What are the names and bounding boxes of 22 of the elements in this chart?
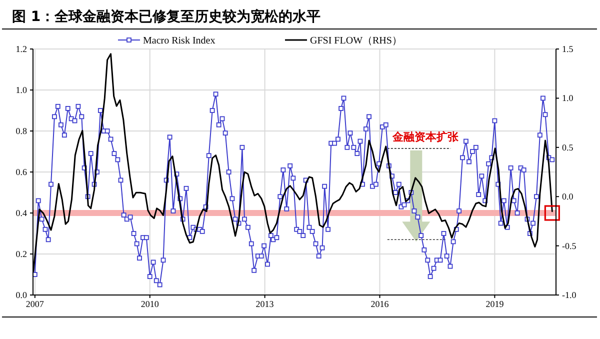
y-tick-label: 0.6 <box>16 167 28 177</box>
annotation: 金融资本扩张 <box>392 130 460 144</box>
y-tick-label: 0.0 <box>16 290 28 300</box>
y-tick-label: 0.4 <box>16 208 28 218</box>
y-tick-label: 0.2 <box>16 249 27 259</box>
x-tick-label: 2019 <box>486 299 504 309</box>
legend-label: Macro Risk Index <box>143 36 216 46</box>
y2-tick-label: 1.5 <box>562 44 574 54</box>
x-tick-label: 2007 <box>26 299 44 309</box>
legend-label: GFSI FLOW（RHS） <box>310 36 402 46</box>
y-tick-label: 1.2 <box>16 44 27 54</box>
chart-title: 图 1：全球金融资本已修复至历史较为宽松的水平 <box>12 8 321 25</box>
y2-tick-label: -1.0 <box>562 290 577 300</box>
y2-tick-label: 1.0 <box>562 93 574 104</box>
y2-tick-label: 0.5 <box>562 142 574 152</box>
x-tick-label: 2010 <box>140 299 160 309</box>
x-tick-label: 2013 <box>256 299 274 309</box>
y-tick-label: 1.0 <box>16 85 28 95</box>
y2-tick-label: 0.0 <box>562 192 574 202</box>
x-tick-label: 2016 <box>370 299 390 309</box>
y2-tick-label: -0.5 <box>562 240 577 251</box>
y-tick-label: 0.8 <box>16 126 28 136</box>
